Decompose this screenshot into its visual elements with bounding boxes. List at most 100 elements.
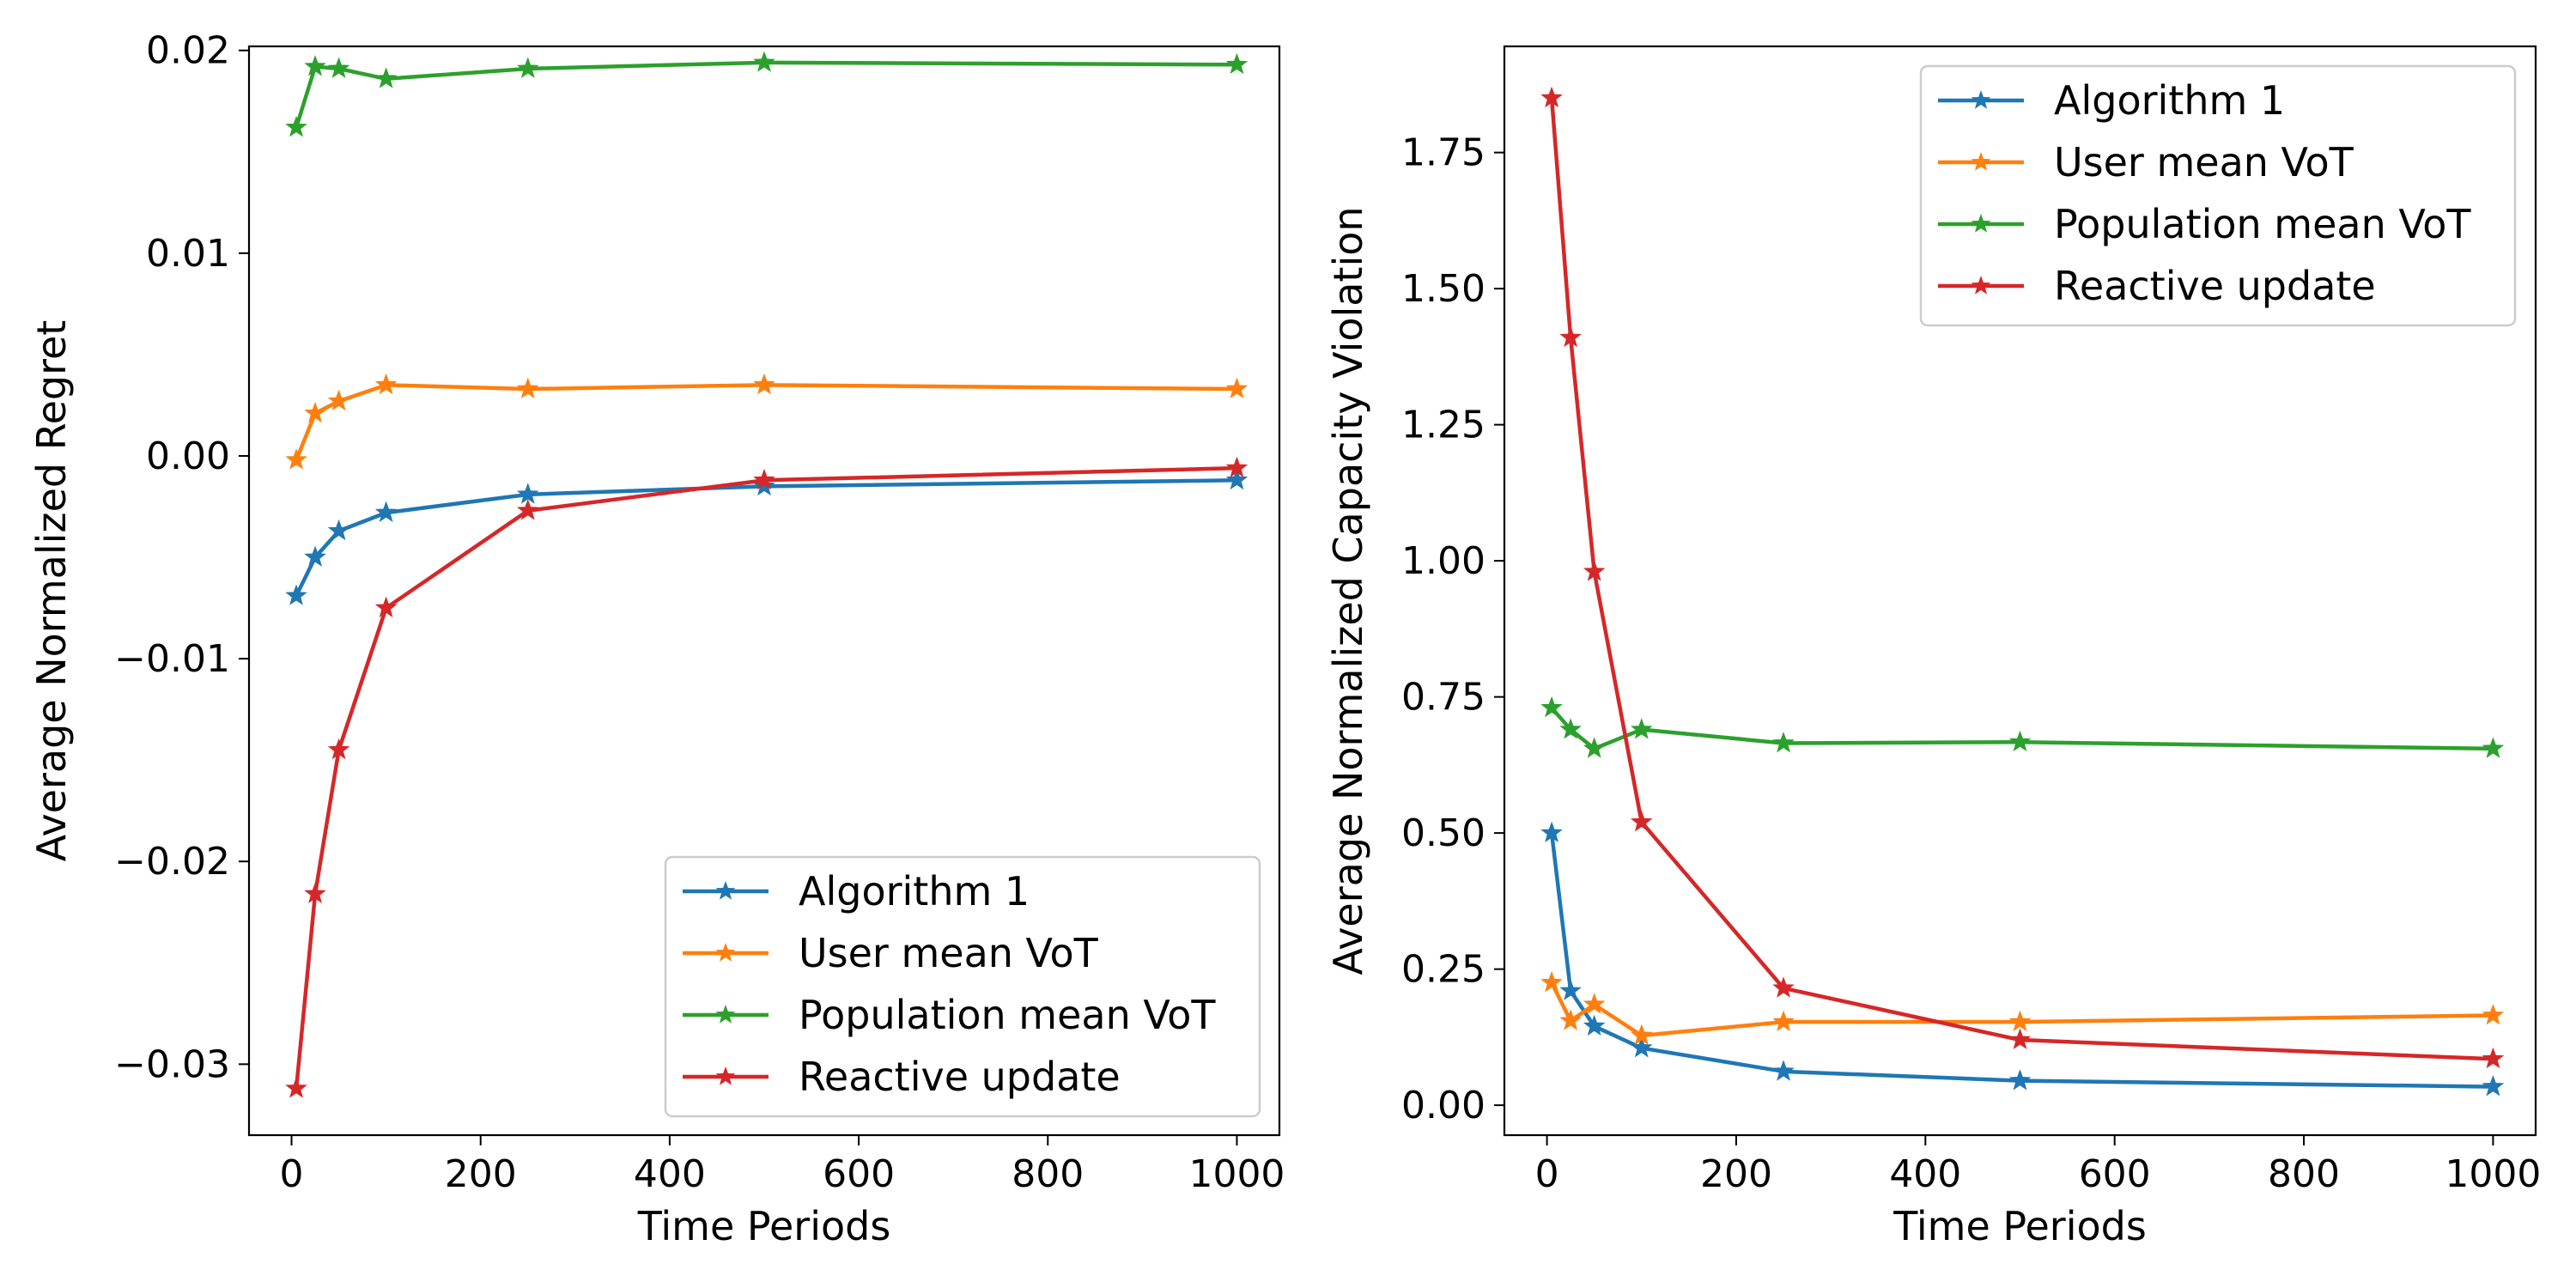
legend-label: User mean VoT — [799, 930, 1099, 976]
y-tick-label: −0.02 — [114, 840, 230, 884]
y-tick-label: 0.75 — [1401, 676, 1485, 720]
legend-marker-swatch — [1971, 152, 1991, 171]
legend-marker-swatch — [1971, 276, 1991, 295]
data-point-marker — [1540, 971, 1563, 993]
y-tick-label: 0.50 — [1401, 811, 1485, 855]
data-point-marker — [374, 373, 398, 395]
legend-label: Algorithm 1 — [2054, 77, 2285, 124]
data-point-marker — [1540, 86, 1563, 108]
series-3 — [1540, 86, 2505, 1069]
legend-label: Population mean VoT — [2054, 201, 2471, 247]
data-point-marker — [285, 448, 307, 470]
data-point-marker — [374, 67, 398, 88]
x-tick-label: 400 — [1889, 1152, 1961, 1196]
legend-label: Algorithm 1 — [799, 868, 1030, 914]
legend-label: User mean VoT — [2054, 139, 2354, 185]
x-tick-label: 200 — [1700, 1152, 1772, 1196]
data-point-marker — [1559, 718, 1582, 739]
x-tick-label: 0 — [280, 1152, 304, 1196]
legend-marker-swatch — [715, 1005, 736, 1024]
data-point-marker — [1583, 993, 1606, 1014]
data-point-marker — [374, 596, 398, 617]
data-point-marker — [516, 57, 539, 78]
data-point-marker — [1559, 979, 1582, 1000]
data-point-marker — [285, 584, 307, 605]
data-point-marker — [1772, 1060, 1795, 1081]
data-point-marker — [2008, 1069, 2032, 1091]
data-point-marker — [1559, 325, 1582, 348]
data-point-marker — [516, 499, 539, 520]
series-2 — [285, 51, 1249, 137]
data-point-marker — [2482, 1047, 2505, 1069]
data-point-marker — [753, 373, 775, 395]
data-point-marker — [516, 483, 539, 504]
data-point-marker — [304, 545, 326, 567]
x-axis-label: Time Periods — [1893, 1203, 2147, 1249]
data-point-marker — [1630, 1024, 1653, 1045]
data-point-marker — [1772, 1010, 1795, 1032]
data-point-marker — [304, 882, 326, 903]
y-tick-label: 0.01 — [146, 232, 230, 276]
x-tick-label: 1000 — [2445, 1152, 2541, 1196]
series-0 — [1540, 821, 2505, 1097]
data-point-marker — [1225, 52, 1249, 75]
data-point-marker — [1559, 1009, 1582, 1030]
legend-marker-swatch — [1971, 90, 1991, 109]
y-tick-label: 1.00 — [1401, 539, 1485, 583]
data-point-marker — [2482, 1075, 2505, 1097]
x-tick-label: 400 — [634, 1152, 706, 1196]
x-tick-label: 1000 — [1188, 1152, 1285, 1196]
y-tick-label: 1.25 — [1401, 404, 1485, 447]
x-tick-label: 800 — [2268, 1152, 2340, 1196]
data-point-marker — [327, 57, 350, 78]
x-tick-label: 200 — [445, 1152, 517, 1196]
data-point-marker — [1540, 696, 1563, 718]
series-2 — [1540, 696, 2505, 758]
y-axis-label: Average Normalized Capacity Violation — [1325, 206, 1371, 975]
series-1 — [285, 373, 1249, 470]
plot-area-frame — [247, 45, 1281, 1137]
legend-marker-swatch — [1971, 214, 1991, 233]
data-point-marker — [1583, 560, 1606, 581]
legend-label: Population mean VoT — [799, 992, 1216, 1038]
regret-chart: 0 200 400 600 800 1000 −0.03 −0.02 −0.01 0.00 0.01… — [28, 29, 1285, 1249]
x-axis-label: Time Periods — [637, 1203, 891, 1249]
x-tick-label: 800 — [1012, 1152, 1084, 1196]
data-point-marker — [1540, 821, 1563, 843]
data-point-marker — [2482, 737, 2505, 758]
data-point-marker — [2008, 1028, 2032, 1049]
y-tick-label: 1.75 — [1401, 131, 1485, 175]
legend-box — [1919, 64, 2517, 327]
data-point-marker — [304, 55, 326, 76]
data-point-marker — [1225, 377, 1249, 398]
series-0 — [285, 468, 1249, 605]
y-axis-label: Average Normalized Regret — [28, 320, 75, 862]
data-point-marker — [327, 519, 350, 541]
y-tick-label: 0.00 — [146, 434, 230, 478]
x-tick-label: 600 — [2079, 1152, 2151, 1196]
legend-label: Reactive update — [799, 1054, 1121, 1100]
legend-marker-swatch — [715, 881, 736, 900]
legend-marker-swatch — [715, 943, 736, 962]
data-point-marker — [327, 738, 350, 760]
legend: Algorithm 1 User mean VoT Population mean … — [1919, 64, 2517, 327]
series-1 — [1540, 971, 2505, 1045]
data-point-marker — [1772, 976, 1795, 998]
plot-area-frame — [1503, 45, 2537, 1137]
data-point-marker — [753, 51, 775, 72]
data-point-marker — [285, 1077, 307, 1098]
x-tick-label: 0 — [1535, 1152, 1559, 1196]
data-point-marker — [2008, 730, 2032, 752]
y-tick-label: 0.00 — [1401, 1084, 1485, 1127]
data-point-marker — [1583, 737, 1606, 758]
legend-marker-swatch — [715, 1066, 736, 1085]
data-point-marker — [327, 389, 350, 411]
legend: Algorithm 1 User mean VoT Population mean … — [664, 855, 1261, 1118]
series-3 — [285, 456, 1249, 1098]
data-point-marker — [374, 501, 398, 522]
legend-box — [664, 855, 1261, 1118]
y-tick-label: 0.02 — [146, 29, 230, 73]
data-point-marker — [2008, 1010, 2032, 1032]
data-point-marker — [2482, 1004, 2505, 1025]
